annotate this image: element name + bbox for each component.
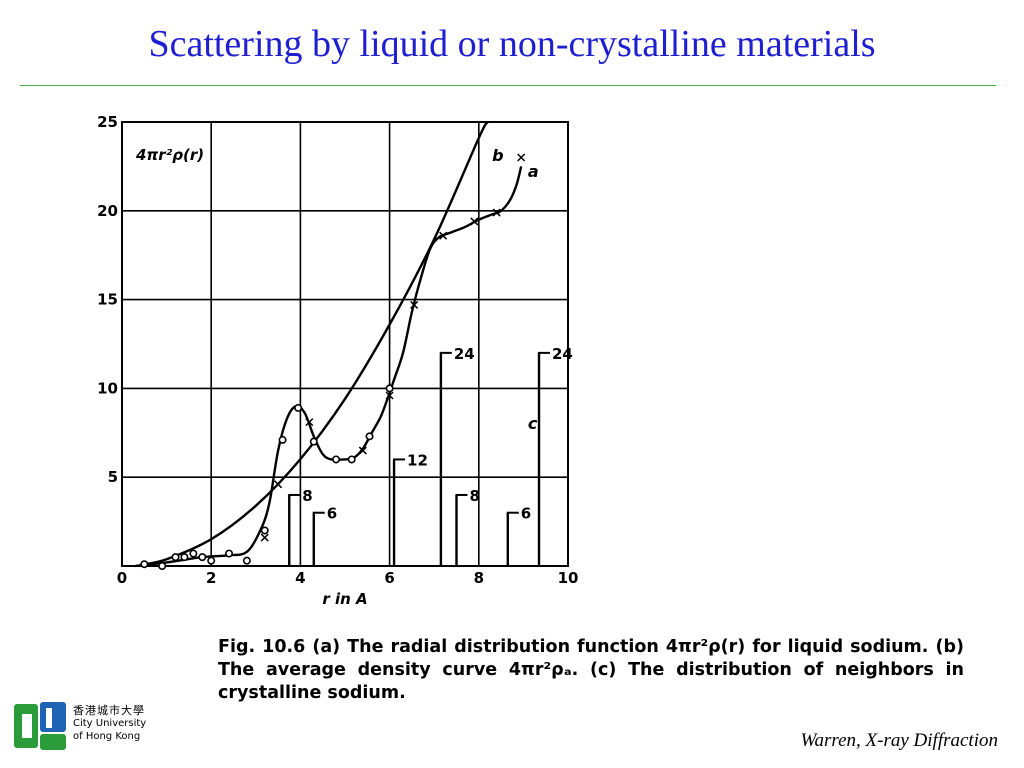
neighbor-bar-label: 24 xyxy=(454,345,475,363)
data-point-circle xyxy=(260,526,269,535)
x-tick-label: 4 xyxy=(295,569,305,587)
data-point-cross xyxy=(439,231,448,240)
data-point-circle xyxy=(332,455,341,464)
data-point-circle xyxy=(278,435,287,444)
neighbor-bar-label: 24 xyxy=(552,345,573,363)
data-point-circle xyxy=(158,561,167,570)
data-point-circle xyxy=(140,560,149,569)
data-point-cross xyxy=(517,153,526,162)
chart-grid xyxy=(121,121,569,567)
data-point-circle xyxy=(180,553,189,562)
data-point-cross xyxy=(385,391,394,400)
data-point-circle xyxy=(385,384,394,393)
chart-markers xyxy=(140,153,526,570)
neighbor-bar-label: 12 xyxy=(407,451,428,469)
data-point-cross xyxy=(260,533,269,542)
curve-annotation: c xyxy=(528,414,538,433)
neighbor-bar-label: 8 xyxy=(302,487,312,505)
data-point-circle xyxy=(294,403,303,412)
curve-annotation: a xyxy=(528,162,539,181)
data-point-cross xyxy=(274,480,283,489)
data-point-circle xyxy=(198,553,207,562)
neighbor-bar-label: 6 xyxy=(521,505,531,523)
x-tick-label: 8 xyxy=(474,569,484,587)
x-tick-label: 2 xyxy=(206,569,216,587)
figure-caption: Fig. 10.6 (a) The radial distribution fu… xyxy=(218,637,964,703)
data-point-cross xyxy=(410,300,419,309)
y-axis-label: 4πr²ρ(r) xyxy=(135,146,204,164)
x-axis-label: r in A xyxy=(322,590,367,608)
neighbor-bar-label: 8 xyxy=(470,487,480,505)
data-point-circle xyxy=(242,556,251,565)
y-tick-label: 15 xyxy=(97,291,118,309)
data-point-circle xyxy=(171,553,180,562)
x-tick-label: 6 xyxy=(384,569,394,587)
logo-chinese-name: 香港城市大學 xyxy=(73,704,145,717)
data-point-circle xyxy=(365,432,374,441)
curve-annotation: b xyxy=(492,146,503,165)
data-point-circle xyxy=(347,455,356,464)
data-point-cross xyxy=(358,446,367,455)
plot-frame xyxy=(121,121,569,567)
city-university-logo-icon xyxy=(14,702,66,750)
logo-name-line1: City University xyxy=(73,718,147,729)
x-tick-label: 0 xyxy=(117,569,127,587)
data-point-circle xyxy=(207,556,216,565)
data-point-circle xyxy=(189,549,198,558)
data-point-cross xyxy=(305,418,314,427)
x-tick-label: 10 xyxy=(558,569,579,587)
data-point-circle xyxy=(225,549,234,558)
y-tick-label: 25 xyxy=(97,113,118,131)
source-citation: Warren, X-ray Diffraction xyxy=(800,730,998,751)
data-point-cross xyxy=(492,208,501,217)
data-point-cross xyxy=(470,217,479,226)
y-tick-label: 5 xyxy=(108,468,118,486)
university-logo: 香港城市大學 City University of Hong Kong xyxy=(12,698,172,758)
y-tick-label: 20 xyxy=(97,202,118,220)
title-divider xyxy=(20,85,996,86)
slide-title: Scattering by liquid or non-crystalline … xyxy=(148,23,876,65)
data-point-circle xyxy=(309,437,318,446)
y-tick-label: 10 xyxy=(97,379,118,397)
neighbor-bars xyxy=(288,351,551,566)
series-curve-b xyxy=(139,121,489,567)
neighbor-bar-label: 6 xyxy=(327,505,337,523)
logo-name-line2: of Hong Kong xyxy=(73,731,141,742)
